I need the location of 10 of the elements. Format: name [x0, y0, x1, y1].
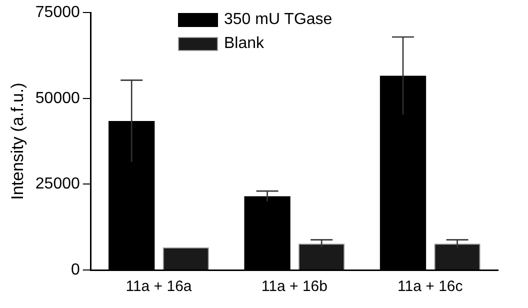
y-tick-label: 75000 — [35, 4, 80, 22]
x-tick-label: 11a + 16c — [398, 278, 464, 296]
y-tick-label: 0 — [70, 261, 80, 278]
x-tick-label: 11a + 16b — [261, 278, 328, 296]
legend-label: 350 mU TGase — [224, 11, 332, 29]
x-tick-label: 11a + 16a — [126, 278, 192, 296]
y-tick-label: 50000 — [35, 90, 80, 107]
y-tick-label: 25000 — [35, 176, 80, 193]
legend-label: Blank — [224, 35, 264, 53]
y-axis-title: Intensity (a.f.u.) — [8, 82, 27, 200]
